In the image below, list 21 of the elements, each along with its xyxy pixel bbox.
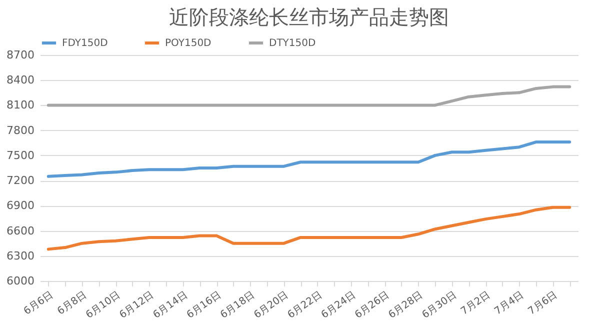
y-tick-label: 8400 bbox=[6, 74, 34, 87]
y-tick-label: 7200 bbox=[6, 174, 34, 188]
y-tick-label: 8700 bbox=[6, 48, 34, 62]
y-tick-label: 6300 bbox=[6, 249, 34, 262]
y-tick-label: 8100 bbox=[6, 98, 34, 112]
x-tick-label: 7月4日 bbox=[492, 290, 526, 318]
x-tick-label: 7月6日 bbox=[526, 290, 560, 318]
x-tick-label: 7月2日 bbox=[459, 290, 492, 318]
x-tick-label: 6月6日 bbox=[22, 290, 56, 318]
legend-label: DTY150D bbox=[269, 38, 316, 49]
y-tick-label: 6900 bbox=[6, 199, 34, 212]
legend-label: FDY150D bbox=[62, 38, 108, 49]
line-series bbox=[46, 85, 572, 107]
y-tick-label: 7800 bbox=[6, 124, 34, 137]
legend-label: POY150D bbox=[165, 38, 212, 49]
y-tick-label: 7500 bbox=[6, 148, 34, 162]
chart-title: 近阶段涤纶长丝市场产品走势图 bbox=[169, 5, 449, 29]
line-series bbox=[46, 206, 572, 251]
line-series bbox=[46, 140, 572, 178]
y-tick-label: 6000 bbox=[6, 274, 34, 288]
y-tick-label: 6600 bbox=[6, 224, 34, 238]
